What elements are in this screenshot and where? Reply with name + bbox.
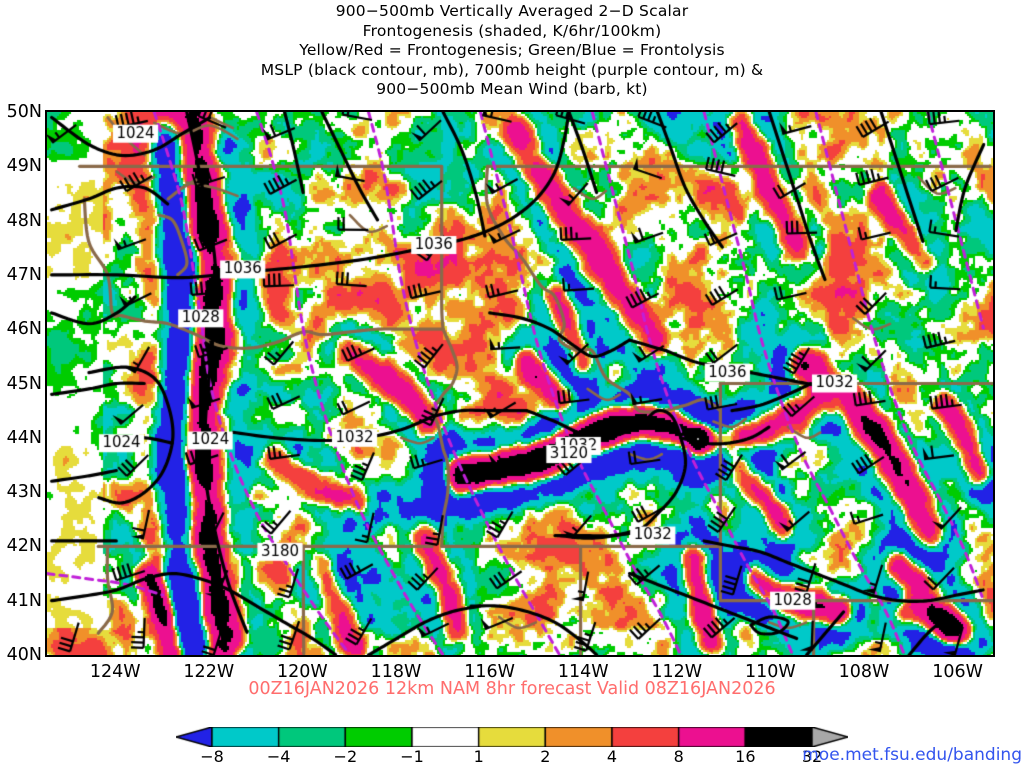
lat-tick-label: 48N bbox=[6, 210, 42, 231]
lat-tick-label: 49N bbox=[6, 156, 42, 177]
title-line-5: 900−500mb Mean Wind (barb, kt) bbox=[376, 80, 648, 98]
colorbar-tick-label: −2 bbox=[333, 747, 358, 766]
lon-tick-label: 124W bbox=[89, 662, 141, 682]
colorbar-tick-label: 8 bbox=[673, 747, 684, 766]
lon-tick-label: 114W bbox=[557, 662, 609, 682]
lon-tick-label: 116W bbox=[464, 662, 515, 682]
map-plot-area bbox=[45, 110, 995, 657]
lat-tick-label: 44N bbox=[6, 427, 42, 448]
figure-title: 900−500mb Vertically Averaged 2−D Scalar… bbox=[0, 2, 1024, 100]
lat-tick-label: 47N bbox=[6, 264, 42, 285]
colorbar-tick-label: 1 bbox=[473, 747, 484, 766]
colorbar-tick-label: 16 bbox=[735, 747, 756, 766]
title-line-3: Yellow/Red = Frontogenesis; Green/Blue =… bbox=[299, 41, 725, 59]
lat-tick-label: 46N bbox=[6, 319, 42, 340]
colorbar-swatches bbox=[176, 727, 848, 747]
colorbar-tick-label: −8 bbox=[200, 747, 224, 766]
lon-tick-label: 106W bbox=[932, 662, 983, 682]
lon-tick-label: 110W bbox=[745, 662, 796, 682]
lon-tick-label: 112W bbox=[651, 662, 703, 682]
colorbar-tick-label: 2 bbox=[540, 747, 551, 766]
lon-tick-label: 122W bbox=[183, 662, 235, 682]
title-line-1: 900−500mb Vertically Averaged 2−D Scalar bbox=[335, 2, 689, 20]
lon-tick-label: 120W bbox=[277, 662, 328, 682]
lat-tick-label: 41N bbox=[6, 590, 42, 611]
lon-tick-label: 108W bbox=[838, 662, 890, 682]
frontogenesis-shaded-field bbox=[47, 112, 993, 655]
colorbar: −8 −4 −2 −1 1 2 4 8 16 32 bbox=[176, 727, 848, 766]
lat-tick-label: 50N bbox=[6, 102, 42, 122]
lat-tick-label: 40N bbox=[6, 645, 42, 665]
title-line-2: Frontogenesis (shaded, K/6hr/100km) bbox=[362, 21, 662, 40]
colorbar-tick-label: 32 bbox=[801, 747, 823, 766]
colorbar-tick-label: −1 bbox=[400, 747, 424, 766]
title-line-4: MSLP (black contour, mb), 700mb height (… bbox=[260, 60, 764, 79]
forecast-caption: 00Z16JAN2026 12km NAM 8hr forecast Valid… bbox=[248, 679, 776, 699]
source-watermark: moe.met.fsu.edu/banding bbox=[802, 745, 1022, 765]
lat-tick-label: 42N bbox=[6, 536, 42, 557]
colorbar-tick-label: −4 bbox=[266, 747, 291, 766]
lat-tick-label: 45N bbox=[6, 373, 42, 394]
colorbar-tick-label: 4 bbox=[606, 747, 618, 766]
lon-tick-label: 118W bbox=[370, 662, 422, 682]
lat-tick-label: 43N bbox=[6, 482, 42, 503]
